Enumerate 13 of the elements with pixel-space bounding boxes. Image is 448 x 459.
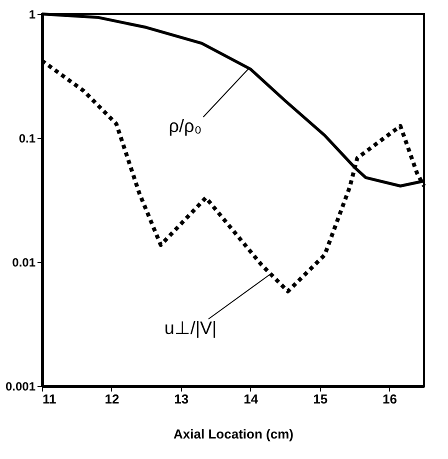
annotation: u⊥/|V| [164, 318, 217, 338]
y-tick-label: 1 [28, 8, 36, 22]
y-tick-label: 0.01 [12, 256, 36, 270]
x-axis-title: Axial Location (cm) [174, 426, 294, 442]
x-tick-label: 14 [244, 392, 259, 406]
annotation: ρ/ρ₀ [168, 116, 202, 136]
x-tick-label: 13 [174, 392, 189, 406]
x-tick-label: 11 [42, 392, 56, 406]
y-tick-label: 0.001 [5, 380, 36, 394]
x-tick-label: 12 [104, 392, 120, 406]
x-tick-label: 16 [382, 392, 398, 406]
y-tick-label: 0.1 [18, 132, 36, 146]
x-tick-label: 15 [313, 392, 328, 406]
